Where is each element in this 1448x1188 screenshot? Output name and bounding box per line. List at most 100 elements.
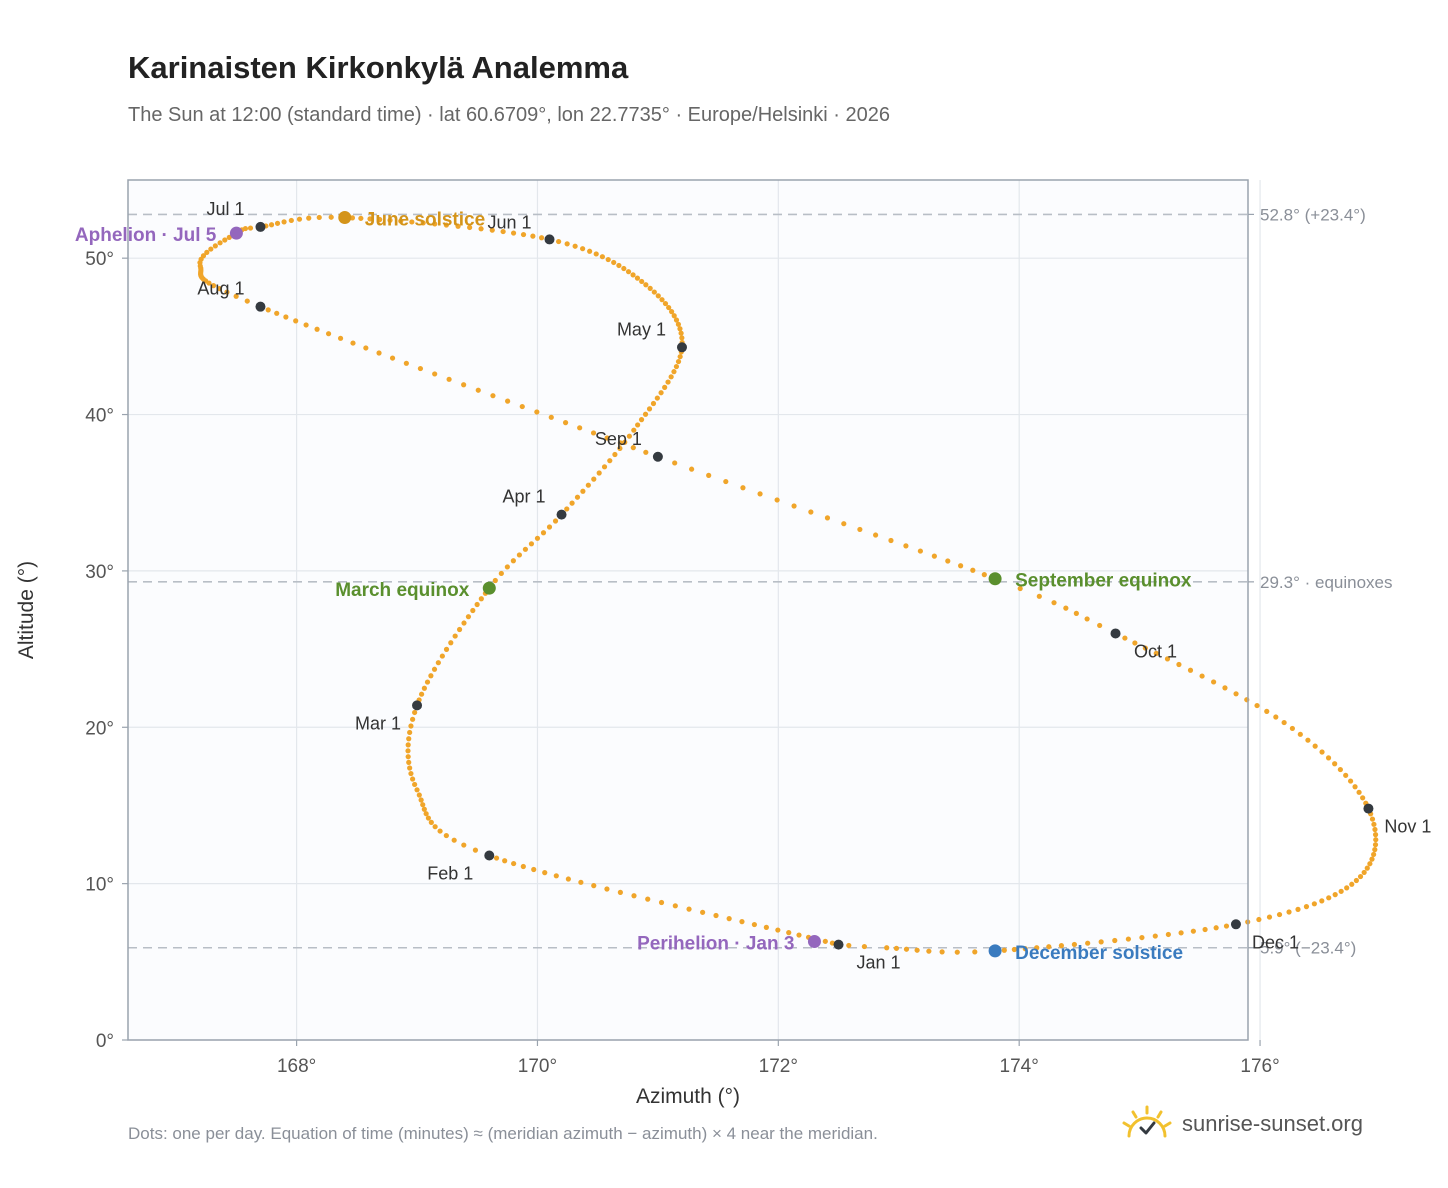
daily-dot xyxy=(502,858,508,864)
daily-dot xyxy=(654,395,660,401)
daily-dot xyxy=(431,666,438,672)
event-label: March equinox xyxy=(335,580,470,601)
event-label: June solstice xyxy=(365,210,485,231)
y-tick-label: 10° xyxy=(85,875,114,896)
daily-dot xyxy=(1152,933,1158,939)
daily-dot xyxy=(325,331,332,337)
daily-dot xyxy=(470,607,476,614)
daily-dot xyxy=(774,497,780,503)
daily-dot xyxy=(1367,861,1373,867)
month-marker-label: Jul 1 xyxy=(206,199,244,219)
reference-line-label: 52.8° (+23.4°) xyxy=(1260,205,1366,224)
month-marker-label: Sep 1 xyxy=(595,429,642,449)
daily-dot xyxy=(456,626,463,633)
daily-dot xyxy=(1303,904,1310,910)
daily-dot xyxy=(405,742,411,748)
daily-dot xyxy=(358,215,364,221)
daily-dot xyxy=(1165,931,1171,938)
month-marker-label: Mar 1 xyxy=(355,713,401,733)
daily-dot xyxy=(914,947,920,953)
daily-dot xyxy=(945,558,951,564)
event-label: Perihelion · Jan 3 xyxy=(637,933,794,954)
daily-dot xyxy=(461,382,467,388)
daily-dot xyxy=(726,916,732,922)
daily-dot xyxy=(888,537,894,544)
daily-dot xyxy=(424,679,431,685)
daily-dot xyxy=(569,500,575,506)
daily-dot xyxy=(1112,937,1118,944)
daily-dot xyxy=(647,285,653,291)
daily-dot xyxy=(1349,881,1355,887)
brand[interactable]: sunrise-sunset.org xyxy=(1120,1100,1363,1148)
month-marker-label: Aug 1 xyxy=(197,279,244,299)
month-marker xyxy=(412,700,423,711)
daily-dot xyxy=(407,729,413,736)
daily-dot xyxy=(700,909,706,915)
daily-dot xyxy=(403,360,409,366)
daily-dot xyxy=(593,251,599,257)
daily-dot xyxy=(412,781,418,788)
daily-dot xyxy=(1097,622,1103,629)
daily-dot xyxy=(244,298,250,304)
daily-dot xyxy=(328,214,334,220)
daily-dot xyxy=(546,524,553,530)
daily-dot xyxy=(451,837,457,843)
daily-dot xyxy=(599,254,605,260)
daily-dot xyxy=(306,215,312,221)
daily-dot xyxy=(617,445,623,451)
y-axis-label: Altitude (°) xyxy=(15,561,38,659)
daily-dot xyxy=(217,240,223,246)
brand-name[interactable]: sunrise-sunset.org xyxy=(1182,1111,1363,1136)
daily-dot xyxy=(387,217,393,223)
daily-dot xyxy=(739,919,745,925)
daily-dot xyxy=(665,379,671,385)
daily-dot xyxy=(467,224,473,231)
daily-dot xyxy=(775,927,781,933)
daily-dot xyxy=(824,515,831,521)
daily-dot xyxy=(446,376,452,382)
daily-dot xyxy=(421,685,427,691)
daily-dot xyxy=(296,216,303,222)
chart-title: Karinaisten Kirkonkylä Analemma xyxy=(128,50,629,85)
daily-dot xyxy=(1343,772,1349,778)
daily-dot xyxy=(363,345,369,351)
month-marker xyxy=(556,509,567,520)
daily-dot xyxy=(622,439,628,445)
daily-dot xyxy=(1332,892,1338,898)
daily-dot xyxy=(293,318,299,324)
daily-dot xyxy=(822,938,828,944)
daily-dot xyxy=(1213,925,1219,931)
daily-dot xyxy=(981,572,987,578)
daily-dot xyxy=(408,770,414,777)
daily-dot xyxy=(686,906,692,912)
daily-dot xyxy=(1286,909,1292,915)
daily-dot xyxy=(1084,616,1090,622)
daily-dot xyxy=(428,673,434,679)
daily-dot xyxy=(1372,842,1379,848)
daily-dot xyxy=(617,889,623,895)
daily-dot xyxy=(504,564,510,570)
x-axis-label: Azimuth (°) xyxy=(636,1085,740,1108)
daily-dot xyxy=(416,792,422,798)
event-label: December solstice xyxy=(1015,943,1183,964)
daily-dot xyxy=(638,417,645,423)
daily-dot xyxy=(574,494,581,500)
daily-dot xyxy=(884,945,890,951)
daily-dot xyxy=(630,445,636,451)
daily-dot xyxy=(1085,940,1091,946)
daily-dot xyxy=(1289,725,1295,732)
daily-dot xyxy=(1211,679,1217,685)
daily-dot xyxy=(655,293,661,299)
daily-dot xyxy=(210,283,217,289)
daily-dot xyxy=(540,530,547,536)
daily-dot xyxy=(1011,946,1017,953)
daily-dot xyxy=(538,235,545,241)
daily-dot xyxy=(1371,821,1377,827)
y-tick-label: 50° xyxy=(85,249,114,270)
month-marker xyxy=(1230,919,1241,930)
daily-dot xyxy=(475,387,481,393)
daily-dot xyxy=(520,863,526,870)
daily-dot xyxy=(405,748,411,754)
daily-dot xyxy=(1364,865,1370,871)
month-marker-label: Dec 1 xyxy=(1252,932,1299,952)
